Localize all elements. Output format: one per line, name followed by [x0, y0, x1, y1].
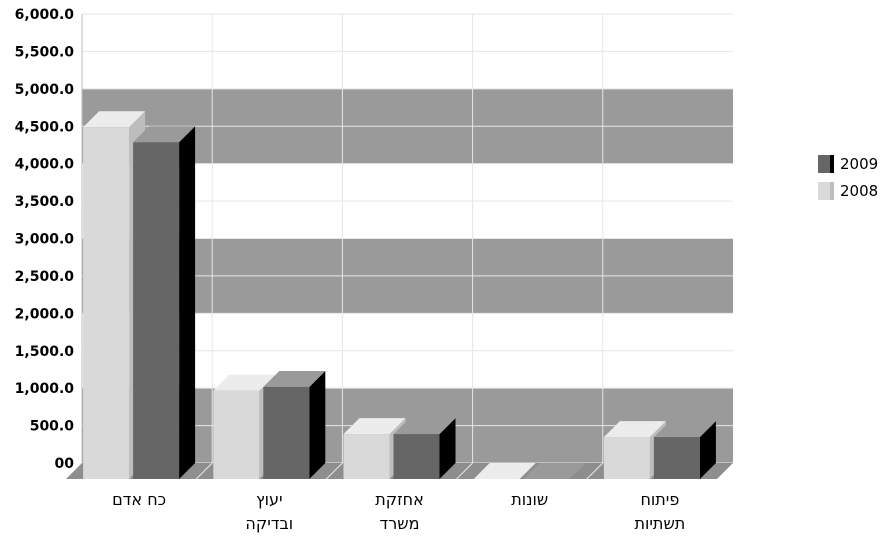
- x-tick-label-line: כח אדם: [112, 490, 167, 509]
- bar: [263, 386, 310, 479]
- y-tick-label: 5,000.0: [15, 82, 75, 98]
- bar-top: [523, 463, 586, 479]
- bar: [133, 142, 180, 479]
- y-tick-label: 2,500.0: [15, 269, 75, 285]
- legend-swatch-2009: [818, 154, 834, 173]
- bar-side: [179, 126, 196, 479]
- x-tick-label: כח אדם: [79, 488, 199, 512]
- bar: [653, 437, 700, 479]
- x-tick-label: שונות: [470, 488, 590, 512]
- y-tick-label: 4,000.0: [15, 157, 75, 173]
- y-tick-label: 1,500.0: [15, 344, 75, 360]
- y-tick-label: 2,000.0: [15, 306, 75, 322]
- y-tick-label: 00: [55, 456, 75, 472]
- bar: [83, 127, 130, 480]
- bar-top: [473, 463, 536, 479]
- bar-top: [263, 370, 326, 387]
- x-tick-label-line: פיתוח: [640, 490, 680, 509]
- x-tick-label: יעוץ ובדיקה: [209, 488, 329, 536]
- legend-item-2008: 2008: [818, 177, 878, 204]
- x-tick-label-line: ובדיקה: [245, 514, 294, 533]
- bar-top: [83, 111, 146, 128]
- bar-top: [603, 421, 666, 438]
- bar: [603, 437, 650, 479]
- y-tick-label: 4,500.0: [15, 119, 75, 135]
- bar-top: [343, 418, 406, 435]
- bar-side: [309, 370, 326, 479]
- bar-side: [699, 421, 716, 479]
- floor-line-3: [456, 462, 473, 480]
- x-tick-label-line: יעוץ: [256, 490, 283, 509]
- x-tick-label-line: תשתיות: [634, 514, 686, 533]
- legend-item-2009: 2009: [818, 150, 878, 177]
- y-tick-label: 5,500.0: [15, 44, 75, 60]
- y-tick-label: 3,500.0: [15, 194, 75, 210]
- floor-line-4: [586, 462, 604, 480]
- bar-top: [133, 126, 196, 143]
- floor-line-1: [195, 462, 213, 480]
- x-tick-label-line: שונות: [511, 490, 549, 509]
- floor-line-2: [326, 462, 343, 480]
- legend-swatch-2008: [818, 181, 834, 200]
- y-tick-label: 3,000.0: [15, 232, 75, 248]
- bar-side: [439, 418, 456, 479]
- x-tick-label: אחזקת משרד: [340, 488, 460, 536]
- bar: [393, 434, 440, 479]
- y-tick-label: 500.0: [30, 419, 75, 435]
- x-tick-label-line: אחזקת: [375, 490, 424, 509]
- bar-top: [213, 374, 276, 391]
- legend-label-2009: 2009: [840, 154, 879, 173]
- bar: [213, 390, 260, 479]
- bar-top: [393, 418, 456, 435]
- y-tick-label: 6,000.0: [15, 7, 75, 23]
- legend: 2009 2008: [818, 150, 878, 204]
- x-tick-label: פיתוח תשתיות: [600, 488, 720, 536]
- bar-top: [653, 421, 716, 438]
- legend-label-2008: 2008: [840, 181, 879, 200]
- y-tick-label: 1,000.0: [15, 381, 75, 397]
- x-tick-label-line: משרד: [379, 514, 420, 533]
- bar: [343, 434, 390, 479]
